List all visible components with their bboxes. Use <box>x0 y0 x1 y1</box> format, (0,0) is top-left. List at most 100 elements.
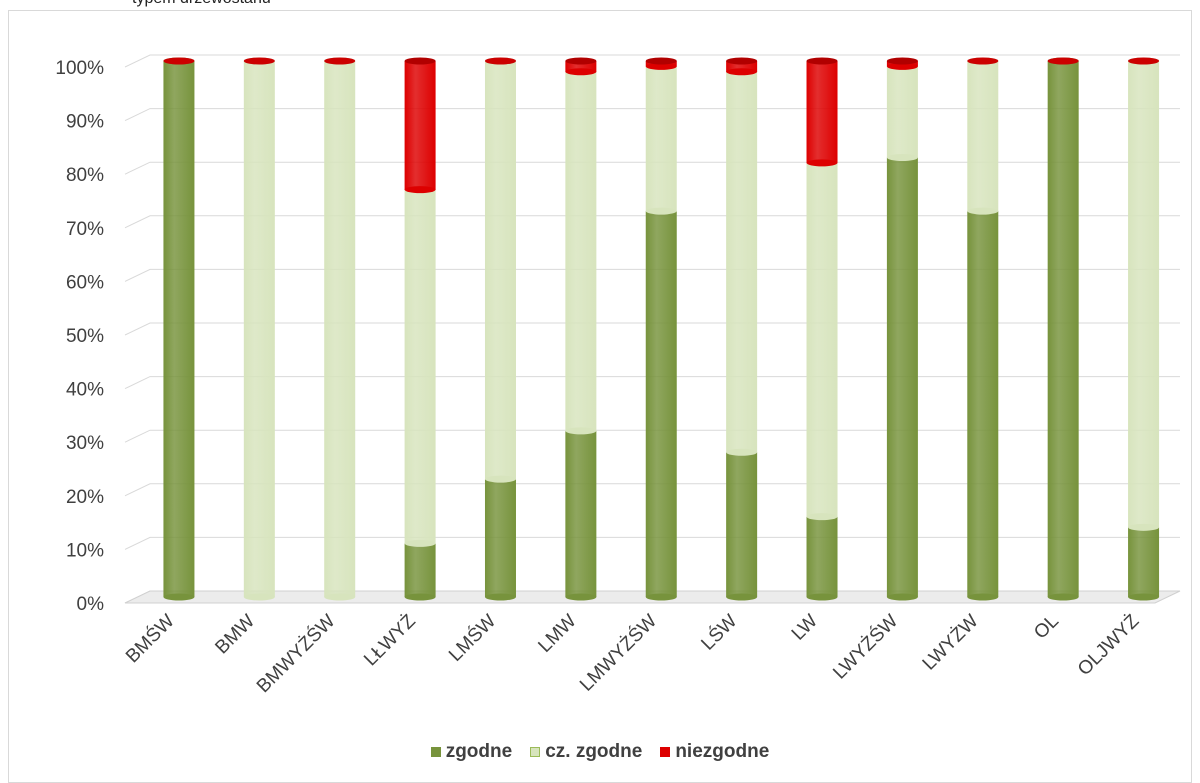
legend-item-cz-zgodne: cz. zgodne <box>530 741 642 763</box>
bar-segment-bottom <box>1047 593 1079 601</box>
bar-segment-bottom <box>1128 523 1160 531</box>
bar-segment-bottom <box>163 593 195 601</box>
bar-segment-cz--zgodne <box>404 189 436 544</box>
bar-segment-zgodne <box>806 516 838 597</box>
bar-top-cap <box>243 57 275 65</box>
y-tick-label: 20% <box>66 487 104 508</box>
y-tick-label: 60% <box>66 272 104 293</box>
bar-segment-bottom <box>967 593 999 601</box>
bar-top-cap <box>324 57 356 65</box>
bar-segment-bottom <box>806 159 838 167</box>
x-tick-label: BMŚW <box>121 610 178 667</box>
y-tick-label: 40% <box>66 380 104 401</box>
bar-segment-cz--zgodne <box>806 162 838 517</box>
bar-segment-bottom <box>1128 593 1160 601</box>
x-tick-label: LMŚW <box>444 610 500 666</box>
y-tick-label: 80% <box>66 165 104 186</box>
bar-segment-cz--zgodne <box>645 66 677 212</box>
chart-caption-fragment: typem drzewostanu <box>132 0 271 8</box>
bar-segment-niezgodne <box>806 61 838 163</box>
bar-segment-bottom <box>726 593 758 601</box>
bar-segment-bottom <box>565 68 597 76</box>
bar-segment-top <box>726 57 758 65</box>
bar-stack-LW <box>806 57 838 601</box>
bar-segment-top <box>404 57 436 65</box>
bar-stack-BMWYŻŚW <box>324 57 356 601</box>
bar-stack-LMŚW <box>484 57 516 601</box>
bar-segment-top <box>565 57 597 65</box>
bar-segment-niezgodne <box>565 61 597 72</box>
bar-segment-cz--zgodne <box>726 71 758 453</box>
legend-item-zgodne: zgodne <box>430 741 513 763</box>
x-tick-label: BMW <box>211 611 259 659</box>
bar-stack-LWYŻW <box>967 57 999 601</box>
bar-top-cap <box>1128 57 1160 65</box>
bar-segment-top <box>886 57 918 65</box>
bar-segment-niezgodne <box>404 61 436 190</box>
bar-segment-bottom <box>404 593 436 601</box>
bar-segment-cz--zgodne <box>565 71 597 431</box>
bar-segment-zgodne <box>886 157 918 598</box>
bar-segment-bottom <box>645 62 677 70</box>
bar-stack-LMWYŻŚW <box>645 57 677 601</box>
bar-stack-LWYŻŚW <box>886 57 918 601</box>
bar-segment-zgodne <box>565 430 597 597</box>
bar-stack-BMW <box>243 57 275 601</box>
bar-segment-bottom <box>886 62 918 70</box>
x-tick-label: LWYŻW <box>919 611 983 675</box>
bar-stack-BMŚW <box>163 57 195 601</box>
bar-segment-bottom <box>726 448 758 456</box>
bar-segment-cz--zgodne <box>1128 61 1160 528</box>
bar-top-cap <box>163 57 195 65</box>
y-axis-ticks: 0% 10% 20% 30% 40% 50% 60% 70% 80% 90% 100% <box>55 58 104 615</box>
bar-segment-bottom <box>243 593 275 601</box>
bar-stack-LŁWYŻ <box>404 57 436 601</box>
bar-stack-OL <box>1047 57 1079 601</box>
bar-segment-bottom <box>806 513 838 521</box>
bar-top-cap <box>484 57 516 65</box>
bar-segment-bottom <box>324 593 356 601</box>
bar-segment-bottom <box>967 207 999 215</box>
x-tick-label: LWYŻŚW <box>829 610 903 684</box>
bar-stack-LŚW <box>726 57 758 601</box>
bar-segment-cz--zgodne <box>243 61 275 597</box>
bar-segment-bottom <box>886 153 918 161</box>
bar-segment-zgodne <box>1047 61 1079 597</box>
x-tick-label: BMWYŻŚW <box>252 610 339 697</box>
bar-segment-bottom <box>726 68 758 76</box>
bar-top-cap <box>967 57 999 65</box>
gridline <box>124 54 1180 68</box>
legend-swatch-cz-zgodne <box>530 747 541 757</box>
bar-segment-bottom <box>404 539 436 547</box>
x-tick-label: LŁWYŻ <box>360 610 420 670</box>
bar-segment-bottom <box>645 207 677 215</box>
legend-label-niezgodne: niezgodne <box>675 741 770 762</box>
legend-label-zgodne: zgodne <box>445 741 513 762</box>
legend-label-cz-zgodne: cz. zgodne <box>545 741 643 762</box>
y-tick-label: 10% <box>66 540 104 561</box>
y-tick-label: 0% <box>77 594 105 615</box>
bar-segment-cz--zgodne <box>886 66 918 158</box>
bar-segment-cz--zgodne <box>324 61 356 597</box>
bar-segment-bottom <box>645 593 677 601</box>
bar-segment-zgodne <box>163 61 195 597</box>
bar-stack-LMW <box>565 57 597 601</box>
bar-segment-top <box>645 57 677 65</box>
bar-segment-bottom <box>565 593 597 601</box>
bar-segment-zgodne <box>404 543 436 597</box>
y-tick-label: 50% <box>66 326 104 347</box>
bar-segment-cz--zgodne <box>484 61 516 480</box>
x-tick-label: LMWYŻŚW <box>575 610 661 696</box>
y-tick-label: 70% <box>66 219 104 240</box>
bar-segment-zgodne <box>967 211 999 597</box>
bar-top-cap <box>1047 57 1079 65</box>
legend-swatch-zgodne <box>430 747 441 757</box>
bar-segment-bottom <box>565 427 597 435</box>
bar-segment-bottom <box>484 593 516 601</box>
bar-segment-bottom <box>404 186 436 194</box>
bar-segment-zgodne <box>1128 527 1160 597</box>
bars <box>163 57 1160 601</box>
x-tick-label: OL <box>1030 611 1063 644</box>
